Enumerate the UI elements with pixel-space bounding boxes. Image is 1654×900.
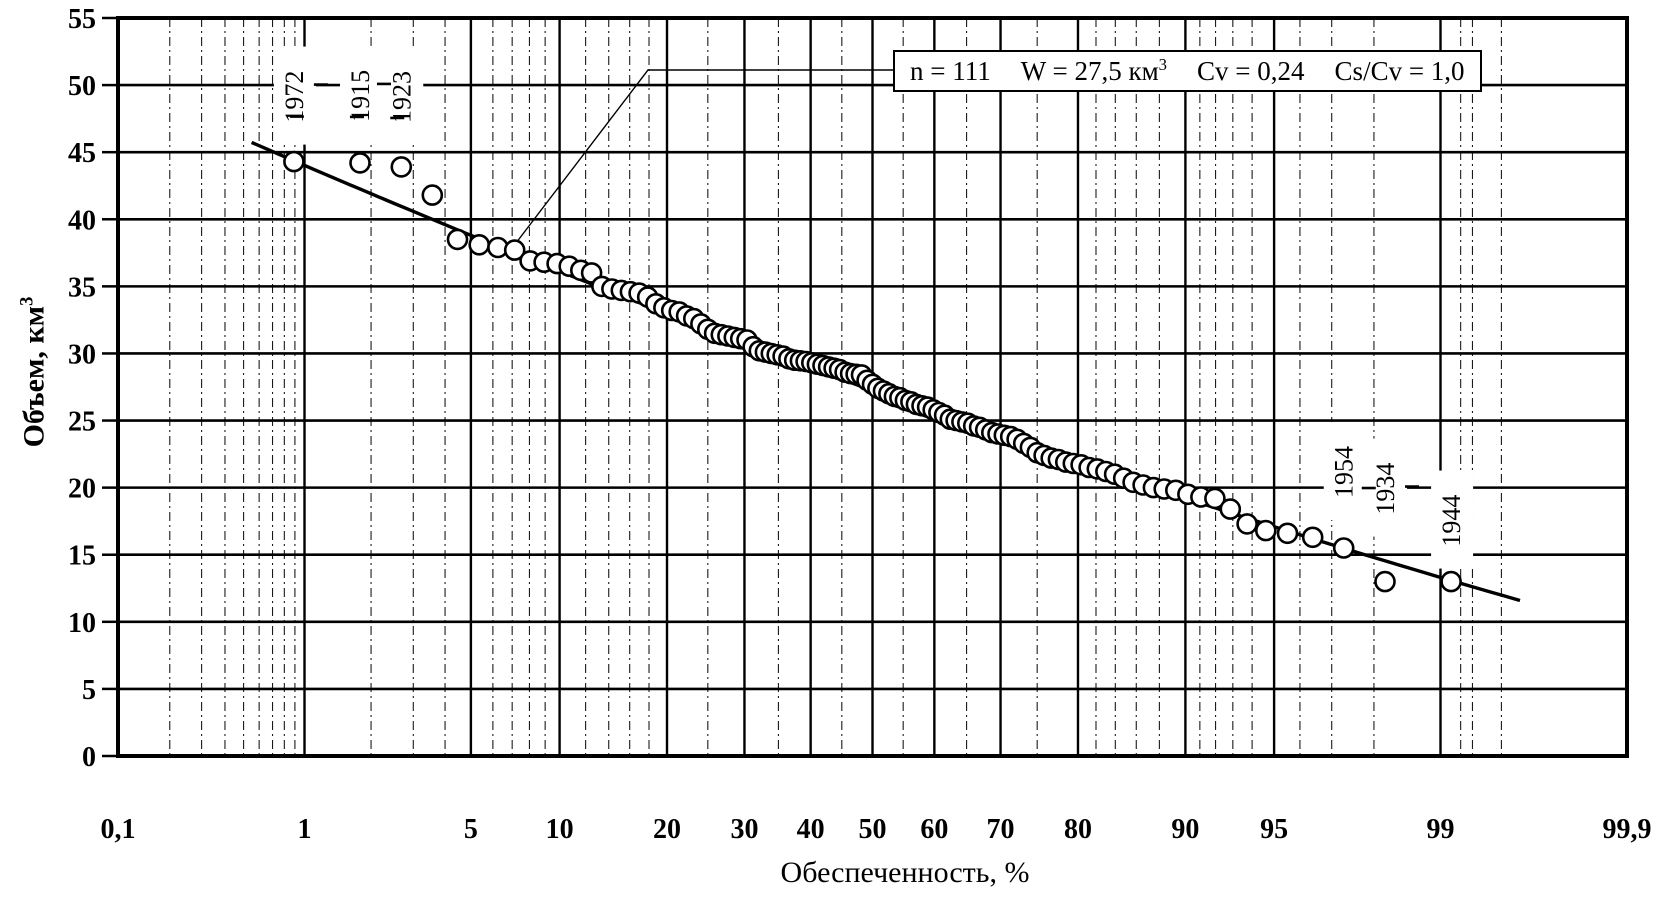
year-annotation-mask bbox=[381, 46, 424, 145]
data-point bbox=[1204, 487, 1226, 510]
year-annotation-1923: 1923 bbox=[387, 71, 416, 123]
year-annotation-mask bbox=[273, 46, 316, 145]
y-axis-tick-label: 55 bbox=[68, 4, 96, 35]
x-axis-tick-label: 0,1 bbox=[100, 814, 135, 845]
data-point bbox=[349, 152, 371, 174]
y-axis-tick-label: 25 bbox=[68, 407, 96, 438]
year-annotation-1972: 1972 bbox=[280, 71, 309, 123]
y-axis-title: Объем, км3 bbox=[16, 296, 51, 448]
year-annotation-mask bbox=[339, 45, 382, 144]
data-point bbox=[1236, 513, 1258, 535]
x-axis-tick-label: 80 bbox=[1064, 814, 1092, 845]
data-point bbox=[421, 184, 444, 206]
y-axis-tick-label: 30 bbox=[68, 339, 96, 370]
x-axis-tick-label: 99 bbox=[1426, 814, 1454, 845]
legend-box: n = 111 W = 27,5 км3 Cv = 0,24 Cs/Cv = 1… bbox=[893, 50, 1482, 92]
y-axis-tick-label: 35 bbox=[68, 272, 96, 303]
y-axis-tick-label: 20 bbox=[68, 474, 96, 505]
legend-n: n = 111 bbox=[910, 55, 991, 86]
data-point bbox=[1374, 570, 1396, 593]
year-annotation-1944: 1944 bbox=[1437, 495, 1466, 547]
year-annotation-mask bbox=[1431, 470, 1474, 569]
fitted-curve-line bbox=[250, 140, 1521, 603]
data-point bbox=[1301, 526, 1324, 549]
year-annotation-1915: 1915 bbox=[346, 70, 375, 122]
x-axis-tick-label: 60 bbox=[920, 814, 948, 845]
year-annotation-1954: 1954 bbox=[1330, 446, 1359, 498]
x-axis-tick-label: 95 bbox=[1260, 814, 1288, 845]
y-axis-tick-label: 5 bbox=[82, 675, 96, 706]
data-point bbox=[1219, 498, 1242, 520]
x-axis-title: Обеспеченность, % bbox=[780, 856, 1030, 889]
y-axis-tick-label: 50 bbox=[68, 71, 96, 102]
legend-w: W = 27,5 км3 bbox=[1020, 54, 1168, 86]
data-point bbox=[390, 156, 413, 178]
legend-cv: Cv = 0,24 bbox=[1197, 55, 1305, 86]
y-axis-tick-label: 10 bbox=[68, 608, 96, 639]
data-point bbox=[1332, 537, 1355, 559]
data-point bbox=[1276, 522, 1299, 545]
x-axis-tick-label: 70 bbox=[987, 814, 1015, 845]
plot-frame bbox=[116, 16, 1629, 758]
x-axis-tick-label: 99,9 bbox=[1603, 814, 1652, 845]
data-point bbox=[283, 150, 305, 173]
year-annotation-mask bbox=[1323, 422, 1366, 521]
data-point bbox=[1440, 570, 1462, 593]
x-axis-tick-label: 5 bbox=[464, 814, 478, 845]
x-axis-tick-label: 30 bbox=[730, 814, 758, 845]
x-axis-tick-label: 40 bbox=[797, 814, 825, 845]
legend-w-superscript: 3 bbox=[1158, 54, 1168, 74]
x-axis-tick-label: 20 bbox=[653, 814, 681, 845]
y-axis-tick-label: 45 bbox=[68, 138, 96, 169]
legend-leader-line bbox=[515, 69, 893, 244]
legend-cs-cv: Cs/Cv = 1,0 bbox=[1334, 55, 1465, 86]
y-axis-tick-label: 15 bbox=[68, 541, 96, 572]
data-point bbox=[503, 239, 526, 261]
y-axis-title-superscript: 3 bbox=[16, 296, 38, 306]
data-point bbox=[446, 228, 469, 251]
x-axis-tick-label: 50 bbox=[859, 814, 887, 845]
y-axis-tick-label: 40 bbox=[68, 205, 96, 236]
x-axis-tick-label: 90 bbox=[1171, 814, 1199, 845]
y-axis-tick-label: 0 bbox=[82, 742, 96, 773]
year-annotation-1934: 1934 bbox=[1371, 463, 1400, 515]
x-axis-tick-label: 10 bbox=[546, 814, 574, 845]
data-point bbox=[468, 234, 491, 256]
x-axis-tick-label: 1 bbox=[298, 814, 312, 845]
data-point bbox=[1255, 519, 1277, 542]
